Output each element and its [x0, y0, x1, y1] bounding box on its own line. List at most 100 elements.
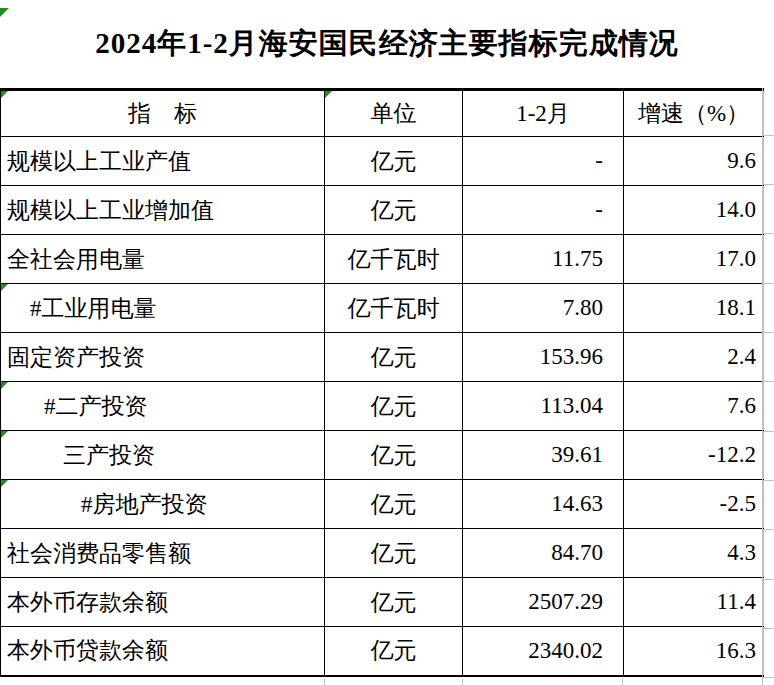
growth-cell[interactable]: 9.6	[624, 137, 764, 186]
table-row: #工业用电量 亿千瓦时 7.80 18.1	[1, 284, 764, 333]
growth-label: 9.6	[727, 148, 756, 173]
value-cell[interactable]: -	[463, 137, 624, 186]
value-cell[interactable]: 153.96	[463, 333, 624, 382]
indicator-cell[interactable]: 本外币存款余额	[1, 578, 325, 627]
unit-cell[interactable]: 亿千瓦时	[325, 284, 463, 333]
growth-cell[interactable]: -12.2	[624, 431, 764, 480]
indicator-cell[interactable]: #二产投资	[1, 382, 325, 431]
indicator-label: #房地产投资	[81, 492, 208, 517]
indicator-cell[interactable]: #工业用电量	[1, 284, 325, 333]
unit-cell[interactable]: 亿元	[325, 480, 463, 529]
indicator-cell[interactable]: 固定资产投资	[1, 333, 325, 382]
spreadsheet-gridline	[763, 628, 774, 629]
growth-cell[interactable]: -2.5	[624, 480, 764, 529]
indicator-cell[interactable]: 社会消费品零售额	[1, 529, 325, 578]
value-label: -	[595, 197, 603, 222]
spreadsheet-gridline	[763, 283, 774, 284]
indicator-cell[interactable]: 全社会用电量	[1, 235, 325, 284]
growth-label: 14.0	[716, 197, 756, 222]
unit-cell[interactable]: 亿元	[325, 333, 463, 382]
growth-cell[interactable]: 18.1	[624, 284, 764, 333]
spreadsheet-gridline	[462, 679, 463, 685]
spreadsheet-gridline	[763, 381, 774, 382]
value-label: 39.61	[551, 442, 603, 467]
header-cell-indicator[interactable]: 指 标	[1, 90, 325, 137]
table-row: 本外币存款余额 亿元 2507.29 11.4	[1, 578, 764, 627]
unit-label: 亿元	[371, 638, 417, 663]
spreadsheet-gridline	[763, 184, 774, 185]
value-cell[interactable]: 14.63	[463, 480, 624, 529]
spreadsheet-gridline	[622, 679, 623, 685]
spreadsheet-gridline	[763, 579, 774, 580]
growth-cell[interactable]: 16.3	[624, 627, 764, 676]
indicator-label: #二产投资	[44, 394, 148, 419]
spreadsheet-gridline	[763, 233, 774, 234]
header-cell-growth[interactable]: 增速（%）	[624, 90, 764, 137]
value-cell[interactable]: 113.04	[463, 382, 624, 431]
unit-label: 亿元	[371, 541, 417, 566]
value-cell[interactable]: 7.80	[463, 284, 624, 333]
unit-cell[interactable]: 亿元	[325, 382, 463, 431]
table-row: 本外币贷款余额 亿元 2340.02 16.3	[1, 627, 764, 676]
page-title: 2024年1-2月海安国民经济主要指标完成情况	[95, 24, 679, 64]
growth-label: 17.0	[716, 246, 756, 271]
header-row: 指 标 单位 1-2月 增速（%）	[1, 90, 764, 137]
growth-label: 7.6	[727, 393, 756, 418]
table-row: #房地产投资 亿元 14.63 -2.5	[1, 480, 764, 529]
value-label: 11.75	[552, 246, 603, 271]
unit-cell[interactable]: 亿元	[325, 186, 463, 235]
table-row: #二产投资 亿元 113.04 7.6	[1, 382, 764, 431]
value-label: 113.04	[541, 393, 603, 418]
cell-error-flag-icon	[0, 8, 9, 17]
unit-label: 亿元	[371, 394, 417, 419]
value-cell[interactable]: 2340.02	[463, 627, 624, 676]
value-cell[interactable]: 84.70	[463, 529, 624, 578]
growth-label: 4.3	[727, 540, 756, 565]
indicator-cell[interactable]: 本外币贷款余额	[1, 627, 325, 676]
indicator-cell[interactable]: 规模以上工业产值	[1, 137, 325, 186]
growth-label: 16.3	[716, 638, 756, 663]
unit-cell[interactable]: 亿千瓦时	[325, 235, 463, 284]
growth-cell[interactable]: 7.6	[624, 382, 764, 431]
indicator-label: 规模以上工业增加值	[7, 198, 214, 223]
indicator-label: 规模以上工业产值	[7, 149, 191, 174]
unit-cell[interactable]: 亿元	[325, 137, 463, 186]
growth-cell[interactable]: 14.0	[624, 186, 764, 235]
growth-cell[interactable]: 17.0	[624, 235, 764, 284]
indicator-label: 三产投资	[63, 443, 155, 468]
value-label: 153.96	[540, 344, 603, 369]
value-label: 84.70	[551, 540, 603, 565]
indicator-cell[interactable]: 规模以上工业增加值	[1, 186, 325, 235]
unit-cell[interactable]: 亿元	[325, 627, 463, 676]
indicator-cell[interactable]: 三产投资	[1, 431, 325, 480]
page-title-bar: 2024年1-2月海安国民经济主要指标完成情况	[0, 0, 774, 88]
unit-cell[interactable]: 亿元	[325, 431, 463, 480]
cell-error-flag-icon	[1, 480, 8, 487]
value-label: 2507.29	[528, 589, 603, 614]
growth-label: 2.4	[727, 344, 756, 369]
spreadsheet-gridline	[763, 677, 774, 678]
unit-cell[interactable]: 亿元	[325, 578, 463, 627]
indicator-cell[interactable]: #房地产投资	[1, 480, 325, 529]
value-cell[interactable]: -	[463, 186, 624, 235]
growth-cell[interactable]: 11.4	[624, 578, 764, 627]
value-cell[interactable]: 2507.29	[463, 578, 624, 627]
value-cell[interactable]: 11.75	[463, 235, 624, 284]
unit-label: 亿千瓦时	[348, 296, 440, 321]
growth-label: -2.5	[720, 491, 756, 516]
growth-cell[interactable]: 2.4	[624, 333, 764, 382]
value-label: 7.80	[563, 295, 603, 320]
indicator-label: 本外币存款余额	[7, 590, 168, 615]
value-label: 14.63	[551, 491, 603, 516]
cell-error-flag-icon	[1, 382, 8, 389]
value-cell[interactable]: 39.61	[463, 431, 624, 480]
indicators-table: 指 标 单位 1-2月 增速（%） 规模以上工业产值 亿元 -	[0, 88, 764, 677]
header-cell-unit[interactable]: 单位	[325, 90, 463, 137]
indicator-label: 本外币贷款余额	[7, 638, 168, 663]
spreadsheet-gridline	[763, 431, 774, 432]
cell-error-flag-icon	[1, 284, 8, 291]
growth-cell[interactable]: 4.3	[624, 529, 764, 578]
table-row: 固定资产投资 亿元 153.96 2.4	[1, 333, 764, 382]
unit-cell[interactable]: 亿元	[325, 529, 463, 578]
header-cell-period[interactable]: 1-2月	[463, 90, 624, 137]
